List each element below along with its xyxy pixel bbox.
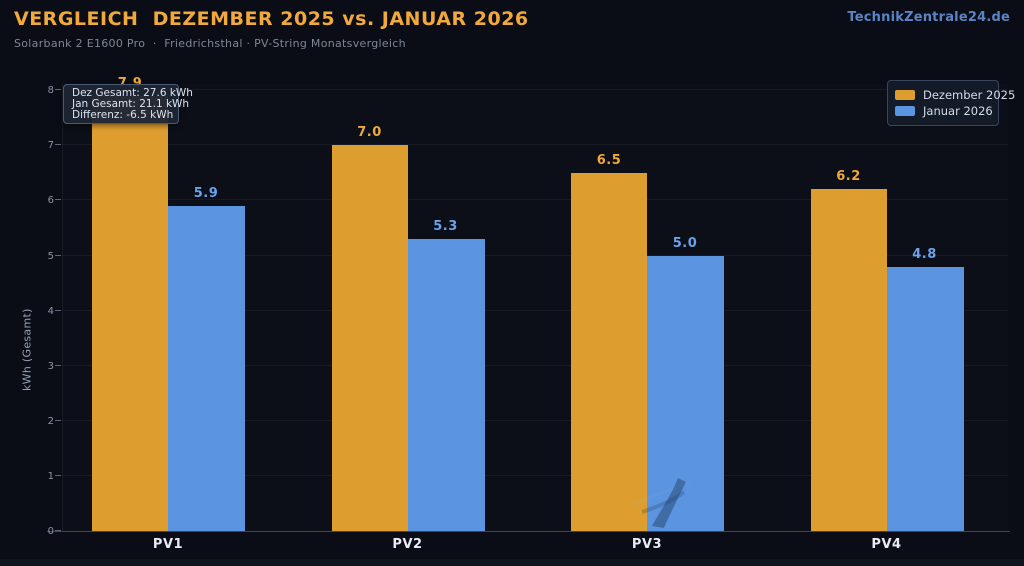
y-tick-label-2: 2 [47, 415, 54, 427]
totals-tooltip: Dez Gesamt: 27.6 kWh Jan Gesamt: 21.1 kW… [63, 84, 193, 125]
legend: Dezember 2025 Januar 2026 [887, 80, 1015, 126]
gridline-3 [62, 364, 1008, 366]
y-tick-mark-4 [55, 309, 61, 311]
gridline-6 [62, 199, 1008, 201]
y-tick-mark-2 [55, 419, 61, 421]
y-tick-mark-6 [55, 199, 61, 201]
legend-label-januar-2026: Januar 2026 [923, 104, 993, 118]
page-title: VERGLEICH DEZEMBER 2025 vs. JANUAR 2026 [14, 8, 529, 30]
y-axis-line [62, 84, 63, 531]
x-tick-label-pv3: PV3 [631, 537, 663, 552]
bar-value-label-pv1-januar: 5.9 [193, 185, 219, 201]
bar-value-label-pv3-januar: 5.0 [672, 235, 698, 251]
legend-swatch-orange-icon [895, 90, 915, 100]
legend-label-dezember-2025: Dezember 2025 [923, 88, 1016, 102]
x-axis-line [47, 531, 1010, 532]
y-tick-label-0: 0 [47, 526, 54, 537]
y-tick-label-6: 6 [47, 195, 54, 207]
y-tick-mark-1 [55, 474, 61, 476]
bar-pv4-dezember[interactable] [810, 189, 887, 531]
bar-value-label-pv3-dezember: 6.5 [596, 152, 622, 168]
bar-pv2-januar[interactable] [407, 238, 485, 531]
bar-pv3-dezember[interactable] [571, 172, 647, 531]
gridline-7 [62, 144, 1008, 146]
y-tick-mark-5 [55, 254, 61, 256]
y-tick-label-5: 5 [47, 250, 54, 262]
bar-pv3-januar[interactable] [647, 255, 724, 531]
y-tick-label-7: 7 [47, 140, 54, 152]
bar-value-label-pv4-dezember: 6.2 [836, 169, 861, 185]
tooltip-line-jan-gesamt: Jan Gesamt: 21.1 kWh [72, 97, 190, 110]
y-tick-label-4: 4 [47, 305, 54, 317]
x-tick-label-pv2: PV2 [392, 537, 423, 552]
brand-link[interactable]: TechnikZentrale24.de [847, 10, 1010, 25]
bar-pv4-januar[interactable] [886, 266, 964, 531]
y-tick-mark-3 [55, 364, 61, 366]
y-tick-mark-8 [55, 89, 61, 91]
gridline-5 [62, 254, 1008, 256]
bar-value-label-pv2-januar: 5.3 [433, 218, 458, 234]
bar-pv1-dezember[interactable] [92, 95, 168, 531]
gridline-8 [62, 89, 1008, 91]
x-tick-label-pv4: PV4 [871, 537, 902, 552]
y-axis-title: kWh (Gesamt) [20, 308, 34, 391]
y-tick-mark-0 [55, 530, 61, 531]
bar-value-label-pv4-januar: 4.8 [912, 246, 937, 262]
bar-pv2-dezember[interactable] [331, 145, 408, 531]
page-subtitle: Solarbank 2 E1600 Pro · Friedrichsthal ·… [14, 37, 406, 50]
legend-item-januar-2026: Januar 2026 [895, 103, 993, 119]
y-tick-mark-7 [55, 144, 61, 146]
bar-value-label-pv2-dezember: 7.0 [357, 125, 382, 141]
tooltip-line-differenz: Differenz: -6.5 kWh [72, 108, 174, 121]
gridline-2 [62, 419, 1008, 421]
x-tick-label-pv1: PV1 [152, 537, 184, 552]
y-tick-label-1: 1 [47, 470, 54, 482]
legend-swatch-blue-icon [895, 106, 915, 116]
plot-area: kWh (Gesamt) 0123456787.95.9PV17.05.3PV2… [21, 76, 1010, 552]
tooltip-line-dez-gesamt: Dez Gesamt: 27.6 kWh [72, 87, 193, 99]
legend-item-dezember-2025: Dezember 2025 [895, 87, 1015, 103]
y-tick-label-8: 8 [47, 85, 54, 97]
gridline-1 [62, 474, 1008, 476]
y-tick-label-3: 3 [47, 360, 54, 372]
bar-pv1-januar[interactable] [168, 205, 245, 531]
gridline-4 [62, 309, 1008, 311]
